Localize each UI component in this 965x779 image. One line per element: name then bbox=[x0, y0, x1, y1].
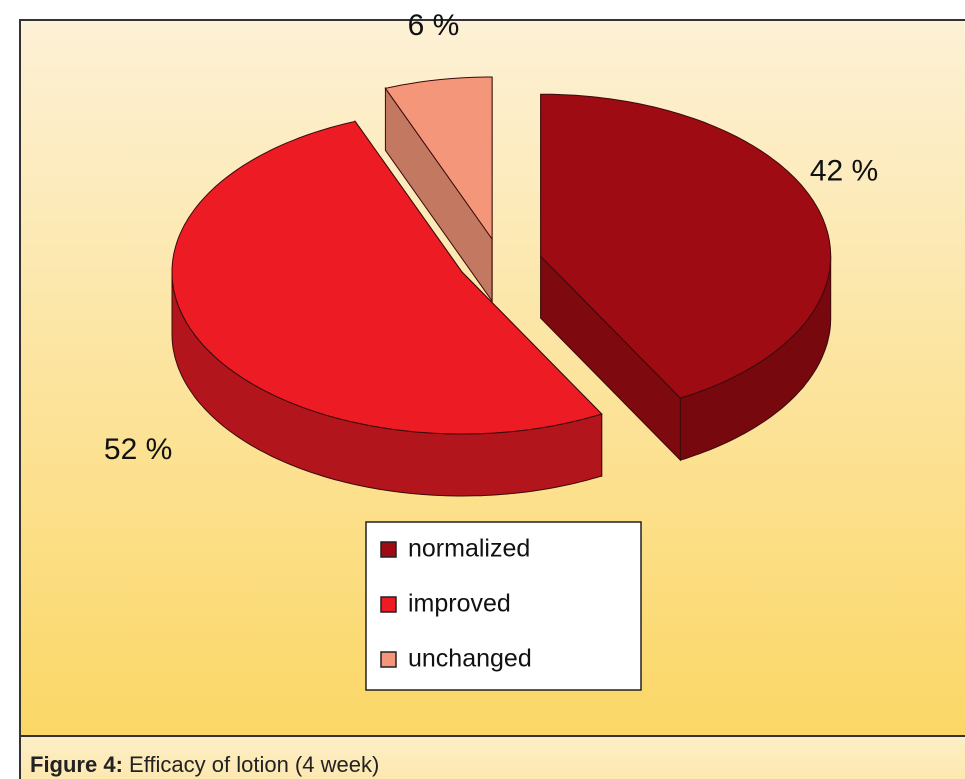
slice bbox=[171, 120, 603, 435]
legend-label: normalized bbox=[408, 535, 530, 563]
legend-box bbox=[365, 521, 642, 691]
pie: 42 % 52 % 6 % bbox=[104, 9, 878, 497]
slice bbox=[540, 93, 832, 399]
caption-text: Efficacy of lotion (4 week) bbox=[129, 752, 379, 777]
data-label: 42 % bbox=[810, 155, 878, 188]
legend-swatch bbox=[380, 541, 397, 558]
legend-label: improved bbox=[408, 590, 511, 618]
data-label: 6 % bbox=[408, 9, 460, 42]
caption-background bbox=[19, 735, 965, 779]
caption: Figure 4: Efficacy of lotion (4 week) bbox=[30, 752, 379, 777]
legend-swatch bbox=[380, 596, 397, 613]
data-label: 52 % bbox=[104, 433, 172, 466]
legend-swatch bbox=[380, 651, 397, 668]
legend: normalized improved unchanged bbox=[380, 535, 532, 673]
caption-label: Figure 4: bbox=[30, 752, 123, 777]
legend-label: unchanged bbox=[408, 645, 532, 673]
slice bbox=[384, 76, 493, 241]
